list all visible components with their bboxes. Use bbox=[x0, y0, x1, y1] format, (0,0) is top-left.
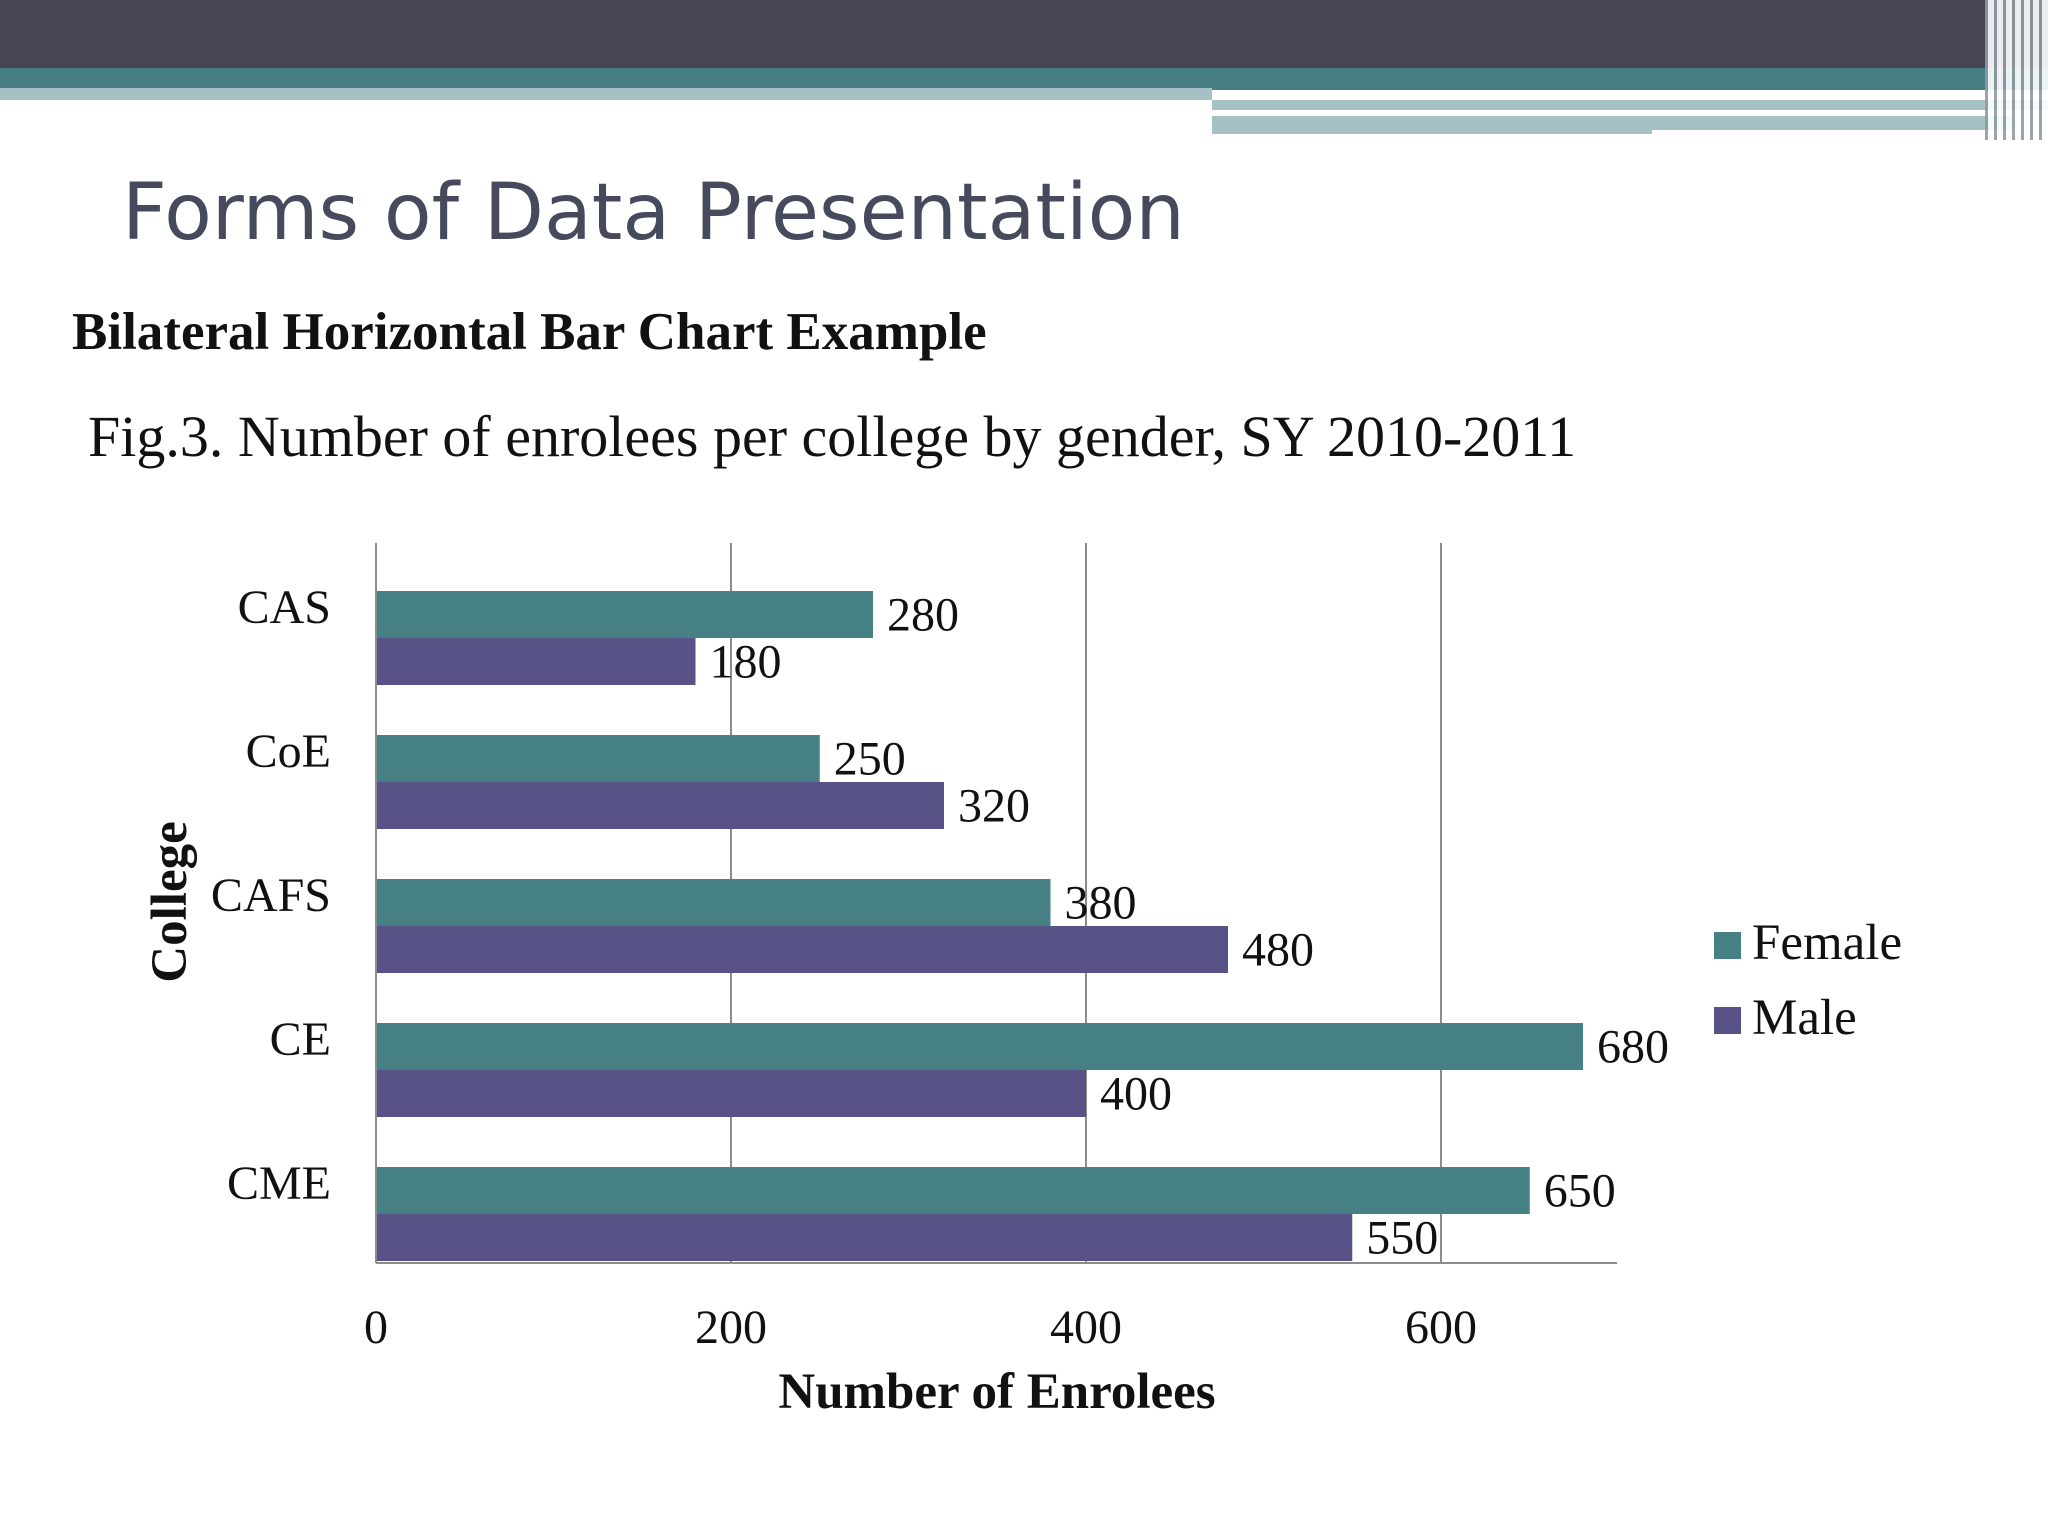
header-banner bbox=[0, 0, 2048, 68]
bar-female-cas bbox=[376, 591, 873, 638]
header-stripe-white-line bbox=[1212, 110, 1897, 116]
header-stripe-light bbox=[0, 88, 1212, 100]
slide-subtitle: Bilateral Horizontal Bar Chart Example bbox=[72, 303, 987, 361]
x-tick-label: 0 bbox=[364, 1301, 388, 1354]
header-stripe-light-right bbox=[1212, 100, 2048, 110]
category-label-ce: CE bbox=[270, 1013, 331, 1066]
header-stripe-teal bbox=[0, 68, 2048, 90]
legend-label-male: Male bbox=[1752, 990, 1857, 1046]
legend-swatch-male bbox=[1714, 1007, 1741, 1034]
x-tick-label: 200 bbox=[695, 1301, 767, 1354]
data-label: 400 bbox=[1100, 1068, 1172, 1121]
bar-female-cafs bbox=[376, 879, 1051, 926]
header-stripe-light-lower bbox=[1212, 116, 1652, 134]
category-label-cafs: CAFS bbox=[211, 869, 331, 922]
bar-male-cas bbox=[376, 638, 696, 685]
bar-female-ce bbox=[376, 1023, 1583, 1070]
x-axis-title: Number of Enrolees bbox=[778, 1364, 1215, 1420]
legend: Female Male bbox=[1714, 915, 1902, 1046]
data-label: 180 bbox=[710, 636, 782, 689]
legend-label-female: Female bbox=[1752, 915, 1902, 971]
x-tick-label: 400 bbox=[1050, 1301, 1122, 1354]
bar-female-cme bbox=[376, 1167, 1530, 1214]
y-axis-title: College bbox=[142, 821, 198, 982]
category-label-cas: CAS bbox=[238, 581, 331, 634]
bar-male-ce bbox=[376, 1070, 1086, 1117]
category-label-coe: CoE bbox=[246, 725, 331, 778]
data-labels: 280 180 250 320 380 480 680 400 650 550 bbox=[710, 589, 1670, 1265]
bars bbox=[376, 591, 1583, 1261]
data-label: 380 bbox=[1065, 877, 1137, 930]
bar-male-cme bbox=[376, 1214, 1353, 1261]
axes: 0 200 400 600 CAS CoE CAFS CE CME bbox=[211, 543, 1617, 1354]
bar-female-coe bbox=[376, 735, 820, 782]
data-label: 680 bbox=[1597, 1021, 1669, 1074]
data-label: 280 bbox=[887, 589, 959, 642]
data-label: 480 bbox=[1242, 924, 1314, 977]
data-label: 250 bbox=[834, 733, 906, 786]
header-stripe-light-lower-right bbox=[1652, 116, 2012, 130]
figure-caption: Fig.3. Number of enrolees per college by… bbox=[88, 404, 1577, 469]
data-label: 550 bbox=[1366, 1212, 1438, 1265]
x-tick-label: 600 bbox=[1405, 1301, 1477, 1354]
data-label: 650 bbox=[1544, 1165, 1616, 1218]
category-label-cme: CME bbox=[227, 1157, 331, 1210]
legend-swatch-female bbox=[1714, 932, 1741, 959]
bar-male-cafs bbox=[376, 926, 1228, 973]
header-corner-lines bbox=[1985, 0, 2048, 140]
data-label: 320 bbox=[958, 780, 1030, 833]
bar-male-coe bbox=[376, 782, 944, 829]
slide-title: Forms of Data Presentation bbox=[122, 168, 1185, 258]
